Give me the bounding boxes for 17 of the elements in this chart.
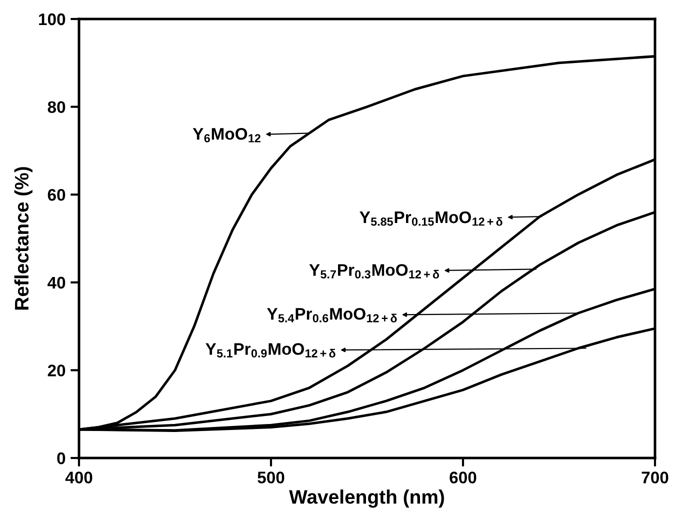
annotation: Y$_{5.7}$Pr$_{0.3}$MoO$_{12+δ}$ — [309, 264, 440, 278]
annotation: Y$_{5.85}$Pr$_{0.15}$MoO$_{12+δ}$ — [360, 211, 502, 226]
annotation: Y$_{5.1}$Pr$_{0.9}$MoO$_{12+δ}$ — [206, 343, 336, 358]
y-tick-label: 80 — [48, 101, 66, 114]
y-tick-label: 20 — [48, 364, 66, 376]
y-tick-label: 0 — [57, 452, 66, 464]
y-axis-title: Reflectance (%) — [14, 167, 32, 310]
y-tick-label: 40 — [48, 276, 66, 289]
x-tick-label: 700 — [642, 472, 668, 484]
x-tick-label: 600 — [450, 472, 476, 484]
x-axis-title: Wavelength (nm) — [289, 490, 444, 508]
annotation: Y$_{6}$MoO$_{12}$ — [192, 128, 260, 142]
annotation: Y$_{5.4}$Pr$_{0.6}$MoO$_{12+δ}$ — [267, 308, 397, 322]
y-tick-label: 60 — [48, 189, 66, 201]
x-tick-label: 500 — [258, 472, 284, 484]
y-tick-label: 100 — [39, 13, 66, 26]
x-tick-label: 400 — [65, 472, 92, 484]
